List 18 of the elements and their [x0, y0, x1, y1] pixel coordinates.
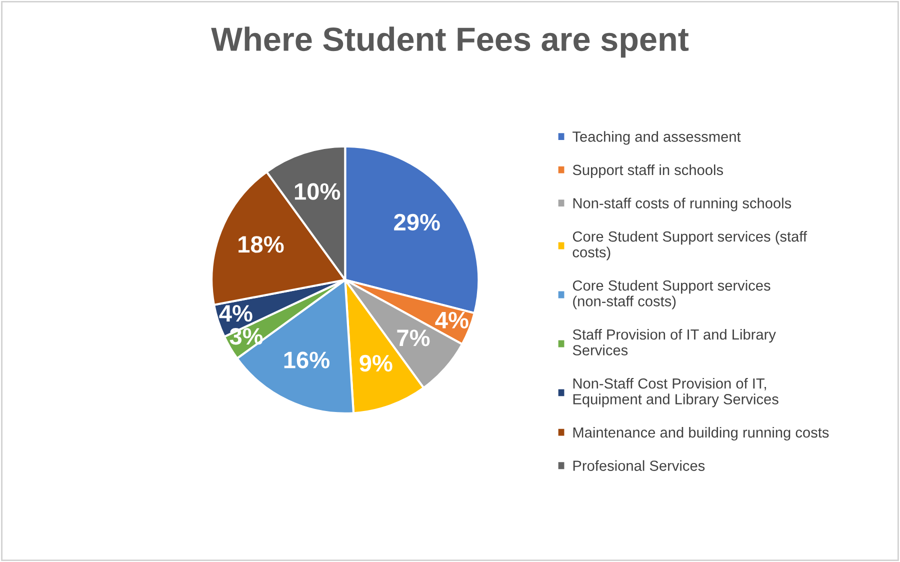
legend-label: Support staff in schools	[572, 164, 724, 178]
data-label: 29%	[394, 214, 440, 231]
legend-label: Non-Staff Cost Provision of IT, Equipment and Library Services	[573, 378, 778, 408]
data-label: 4%	[219, 305, 252, 322]
legend-label: Maintenance and building running costs	[573, 426, 829, 441]
data-label: 9%	[360, 354, 392, 372]
data-label: 18%	[238, 236, 284, 253]
data-label: 16%	[284, 352, 330, 368]
legend-label: Core Student Support services (non-staff costs)	[572, 280, 770, 310]
data-label: 7%	[397, 330, 430, 346]
legend-label: Profesional Services	[573, 460, 705, 471]
legend-label: Core Student Support services (staff costs)	[572, 230, 808, 260]
legend-label: Non-staff costs of running schools	[573, 198, 792, 212]
chart-title: Where Student Fees are spent	[211, 26, 689, 58]
data-label: 4%	[435, 312, 468, 328]
legend-label: Teaching and assessment	[572, 131, 741, 145]
data-label: 10%	[294, 183, 340, 200]
legend-label: Staff Provision of IT and Library Services	[572, 328, 776, 356]
